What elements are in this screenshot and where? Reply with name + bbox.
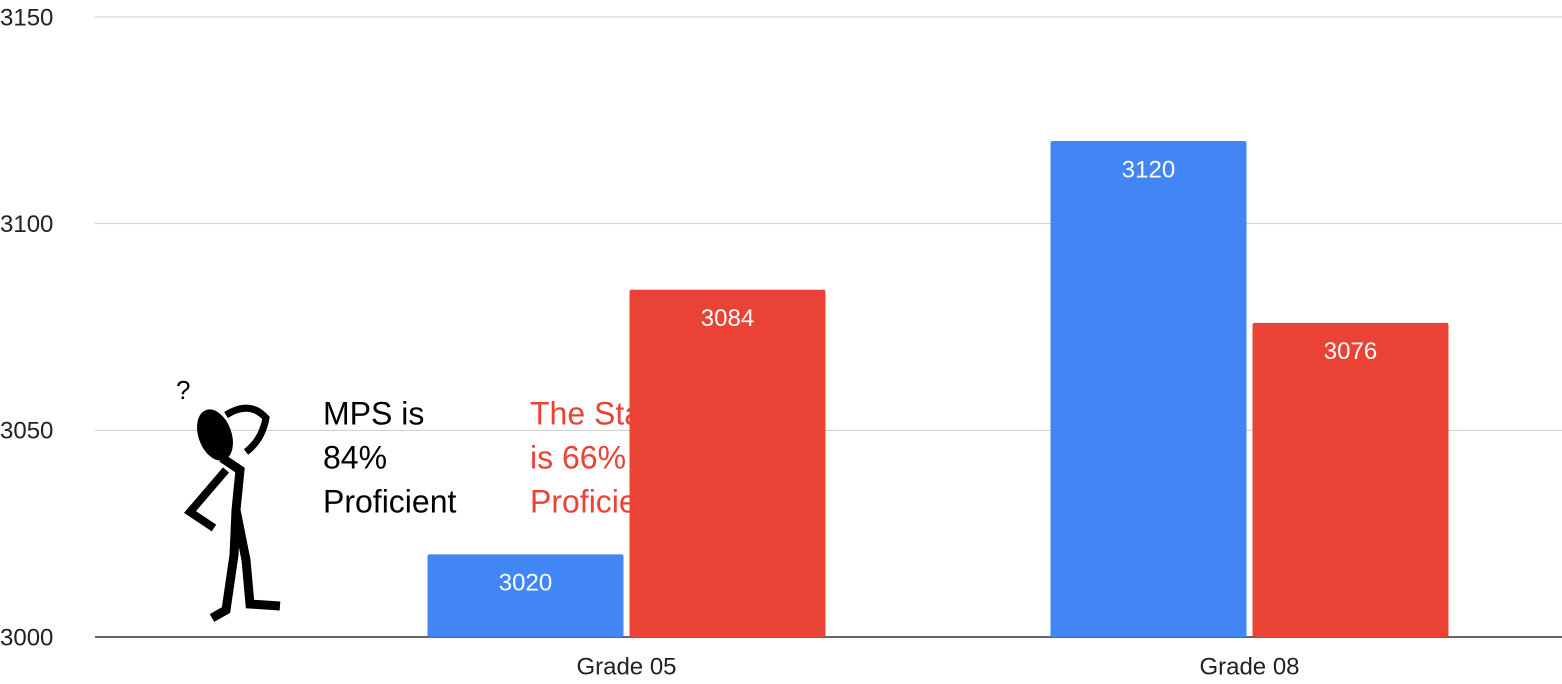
y-tick-label: 3000	[0, 624, 53, 651]
annotation-text: MPS is	[323, 395, 424, 431]
bar	[1253, 323, 1449, 637]
annotation-text: Proficient	[530, 483, 664, 519]
data-label: 3120	[1122, 156, 1175, 183]
x-tick-label: Grade 08	[1199, 653, 1299, 680]
annotation-text: is 66%	[530, 439, 626, 475]
annotation-text: The State	[530, 395, 669, 431]
data-label: 3084	[701, 305, 754, 332]
thinking-figure: ?	[176, 375, 280, 618]
y-tick-label: 3050	[0, 418, 53, 445]
figure-question-mark: ?	[176, 375, 190, 405]
y-tick-label: 3150	[0, 4, 53, 31]
annotation-text: Proficient	[323, 483, 457, 519]
page: 3000 3050 3100 3150 Grade 05 3020 3084 Grade 08…	[0, 0, 1562, 684]
data-label: 3020	[499, 570, 552, 597]
annotation-text: 84%	[323, 439, 387, 475]
x-tick-label: Grade 05	[576, 653, 676, 680]
chart: 3000 3050 3100 3150 Grade 05 3020 3084 Grade 08…	[0, 0, 1562, 684]
y-tick-label: 3100	[0, 211, 53, 238]
data-label: 3076	[1324, 338, 1377, 365]
bar	[630, 290, 826, 637]
bar	[1051, 141, 1247, 637]
